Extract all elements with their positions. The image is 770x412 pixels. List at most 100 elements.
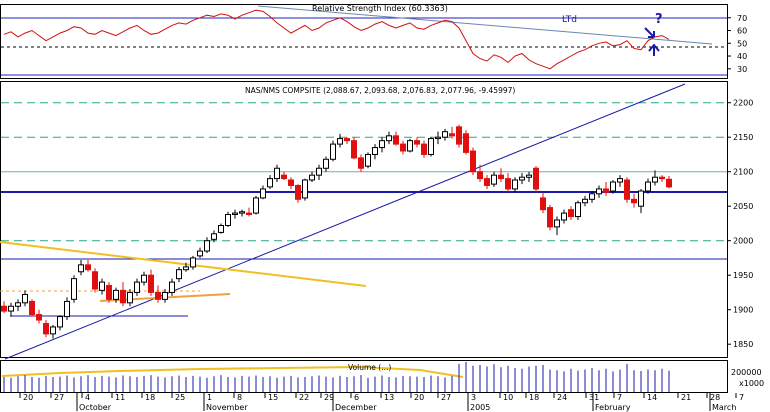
day-tick-label: 4 [85,393,90,402]
candle [428,137,434,157]
candle-body [155,291,161,300]
candle-body [113,289,119,300]
candle [477,164,483,183]
candle-body [148,274,154,293]
month-label: March [712,403,736,412]
candle-body [120,289,126,304]
candle [274,164,280,183]
price-title: NAS/NMS COMPSITE (2,088.67, 2,093.68, 2,… [245,86,515,95]
candle-body [281,174,287,180]
volume-title: Volume (...) [348,363,391,372]
arrow-up-icon [648,43,660,56]
candle-body [323,158,329,169]
candle-body [568,209,574,218]
day-tick-label: 11 [115,393,125,402]
candle [379,137,385,153]
candle-body [393,135,399,145]
candle-body [519,176,525,181]
candle-body [610,181,616,192]
day-tick-label: 25 [175,393,185,402]
candle [29,299,35,317]
candle [526,171,532,183]
candle-body [92,271,98,290]
candle [8,302,14,317]
candle-body [365,153,371,167]
candle [260,185,266,200]
candle [393,131,399,146]
candle [78,260,84,276]
candle [218,223,224,234]
candle-body [344,138,350,142]
candle [15,299,21,312]
candle [638,188,644,214]
yellow-resistance-line [0,241,367,287]
price-tick-label: 2200 [733,99,753,108]
candle-body [638,190,644,207]
candle [141,271,147,286]
candle [470,147,476,176]
volume-tick-label: x1000 [739,379,764,388]
candle [162,289,168,303]
candle-body [624,179,630,200]
candle-body [561,212,567,221]
candle-body [260,188,266,199]
candle [197,247,203,258]
candle-body [463,133,469,153]
candle [456,124,462,148]
candle [351,137,357,160]
candle-body [36,314,42,321]
candle [463,130,469,155]
rsi-tick-label: 40 [737,52,747,61]
candle-body [547,207,553,228]
candle [169,278,175,296]
candle-body [176,269,182,280]
candle-body [43,323,49,335]
candle [421,140,427,158]
candle [407,138,413,153]
candle [554,216,560,236]
candle [435,131,441,145]
candle [540,192,546,214]
price-tick-label: 2000 [733,237,753,246]
day-tick-label: 27 [441,393,451,402]
candle-body [169,281,175,293]
candle [106,282,112,303]
candle [596,185,602,198]
candle [239,209,245,217]
candle-body [631,198,637,204]
candle-body [64,300,70,318]
candle-body [78,264,84,273]
candle-body [617,178,623,183]
price-tick-label: 1900 [733,306,753,315]
candle [589,191,595,203]
day-tick-label: 7 [739,393,744,402]
candle [113,287,119,303]
month-label: November [206,403,248,412]
volume-average-line [1,365,464,378]
candle-body [253,197,259,214]
candle [610,179,616,194]
candle [127,289,133,307]
candle [71,275,77,303]
price-tick-label: 1950 [733,271,753,280]
candle-body [421,143,427,155]
candle [50,324,56,339]
candle [568,206,574,220]
candle [316,164,322,180]
candle-body [225,213,231,227]
candle [386,131,392,145]
candle [43,320,49,338]
candle [204,237,210,254]
candle [484,175,490,189]
rsi-tick-label: 50 [737,39,747,48]
candle [414,137,420,148]
day-tick-label: 24 [557,393,567,402]
day-tick-label: 29 [324,393,334,402]
rsi-question-mark: ? [655,12,663,27]
candle [253,195,259,215]
candle [337,133,343,148]
candle-body [211,233,217,240]
candle [267,175,273,189]
candle-body [162,291,168,300]
candle [246,207,252,217]
